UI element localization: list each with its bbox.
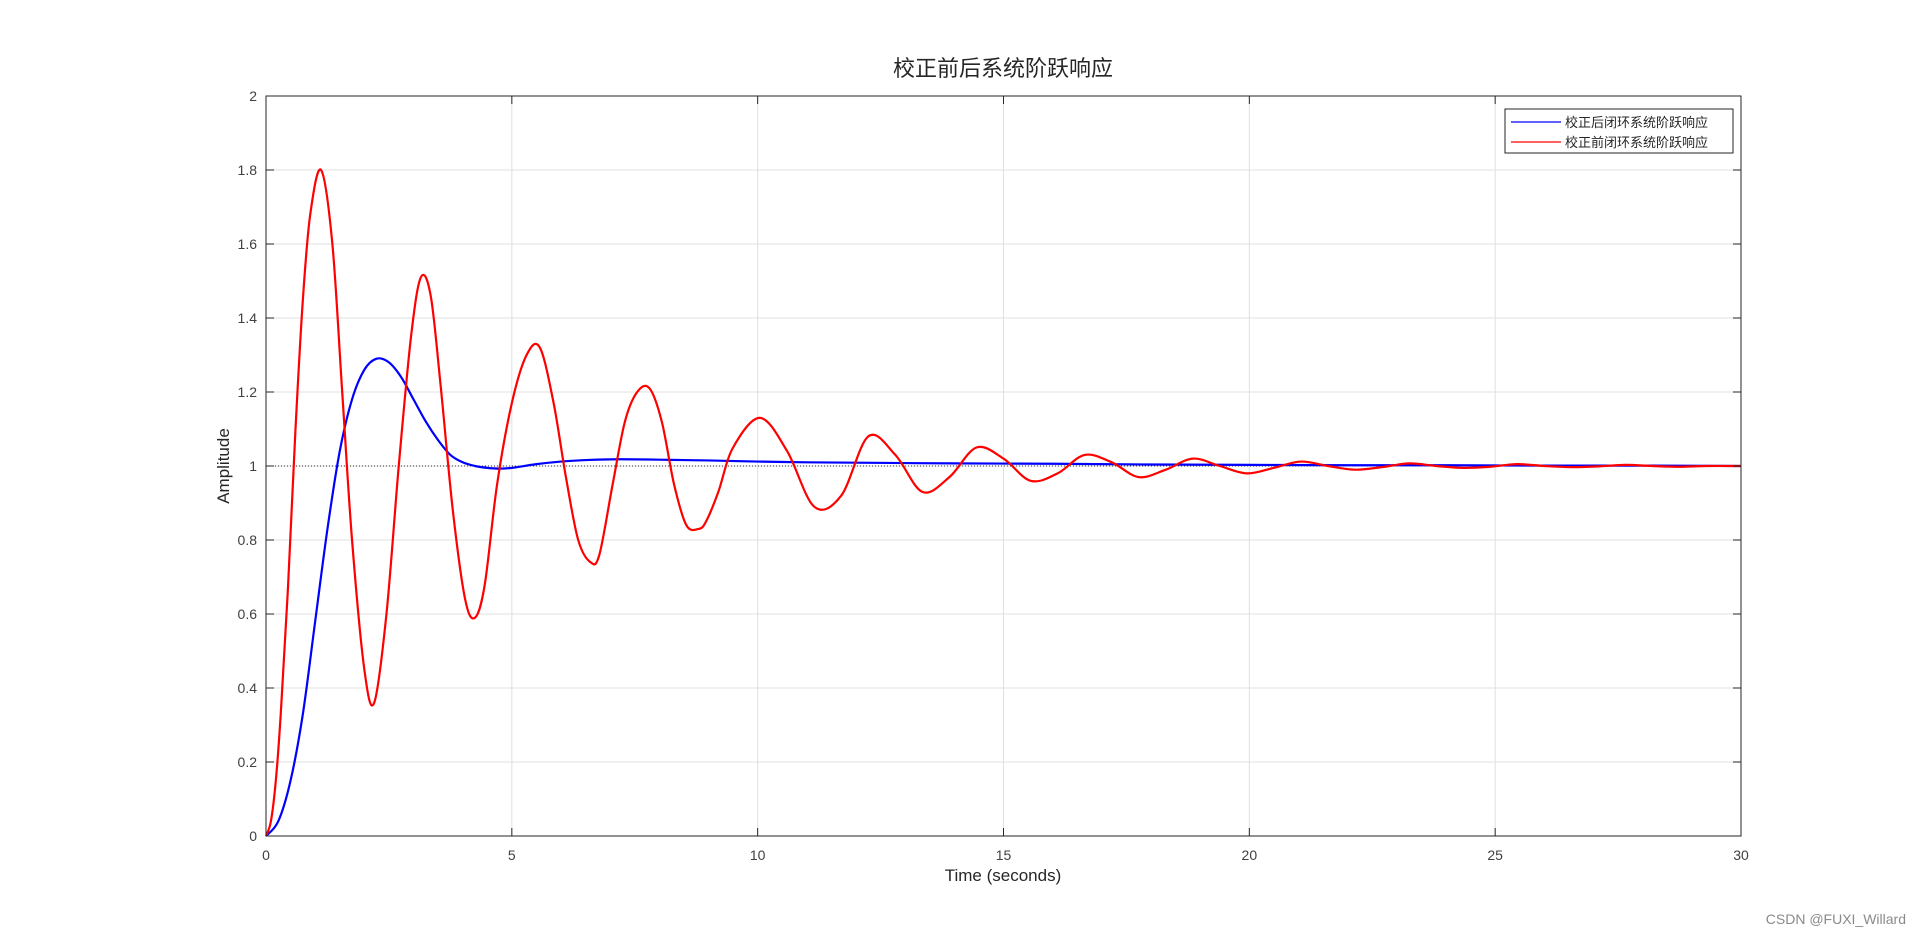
y-tick-label: 1.4 [238,310,258,326]
y-tick-label: 1.2 [238,384,258,400]
y-tick-label: 1.8 [238,162,258,178]
y-tick-label: 0.6 [238,606,258,622]
legend-label: 校正前闭环系统阶跃响应 [1565,135,1708,151]
legend-box [1504,108,1734,154]
x-tick-label: 25 [1487,847,1503,863]
x-tick-label: 30 [1733,847,1749,863]
ticks: 0 5 10 15 20 25 30 0 0.2 0.4 0.6 0.8 1 1.2 1.4 1.6 1.8 2 [238,88,1749,863]
chart-title: 校正前后系统阶跃响应 [893,57,1113,82]
y-tick-label: 0.8 [238,532,258,548]
series-group [264,168,1742,837]
x-tick-label: 20 [1242,847,1258,863]
y-tick-label: 1 [249,458,257,474]
watermark: CSDN @FUXI_Willard [1765,911,1906,927]
y-tick-label: 0.4 [238,680,258,696]
y-tick-label: 0 [249,828,257,844]
y-tick-label: 2 [249,88,257,104]
x-tick-label: 5 [508,847,516,863]
y-tick-label: 1.6 [238,236,258,252]
y-axis-label: Amplitude [214,428,233,504]
legend-label: 校正后闭环系统阶跃响应 [1565,115,1708,131]
series-line-2 [264,168,1742,837]
y-tick-label: 0.2 [238,754,258,770]
x-tick-label: 10 [750,847,766,863]
x-tick-label: 0 [262,847,270,863]
x-tick-label: 15 [996,847,1012,863]
x-axis-label: Time (seconds) [945,866,1062,885]
